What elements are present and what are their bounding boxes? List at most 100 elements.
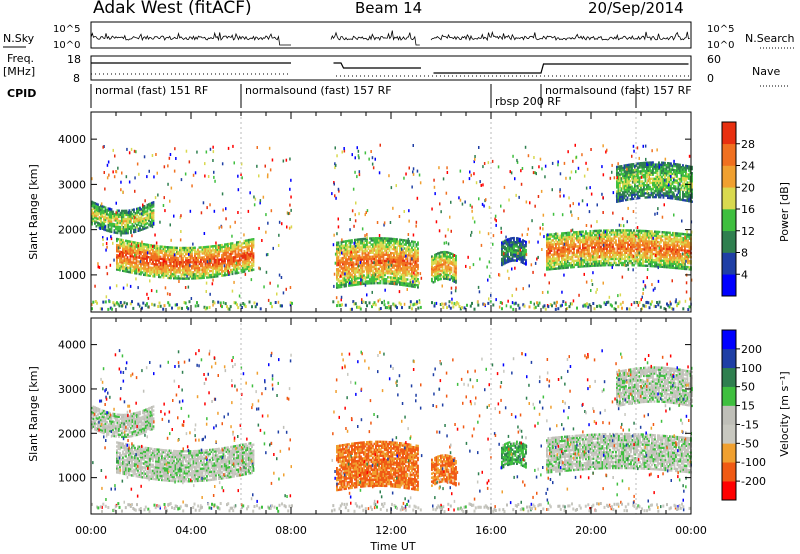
- echo-cell: [146, 207, 149, 211]
- echo-cell: [221, 272, 223, 275]
- echo-cell: [131, 227, 134, 230]
- echo-cell: [245, 268, 247, 271]
- echo-cell: [234, 243, 237, 246]
- echo-cell: [337, 286, 340, 289]
- echo-cell: [409, 256, 412, 259]
- echo-cell: [351, 282, 353, 285]
- echo-cell: [129, 248, 132, 252]
- echo-cell: [370, 247, 373, 250]
- echo-cell: [92, 213, 95, 216]
- echo-cell: [197, 266, 199, 270]
- echo-cell: [252, 242, 255, 245]
- echo-cell: [381, 277, 383, 281]
- echo-cell: [379, 281, 382, 285]
- echo-cell: [391, 237, 394, 241]
- echo-cell: [206, 270, 208, 273]
- echo-cell: [180, 261, 183, 264]
- echo-cell: [155, 269, 157, 272]
- echo-cell: [95, 212, 98, 216]
- echo-cell: [122, 226, 125, 229]
- echo-cell: [388, 241, 391, 244]
- echo-cell: [123, 261, 126, 265]
- echo-cell: [216, 262, 219, 266]
- echo-cell: [348, 251, 350, 255]
- echo-cell: [204, 268, 207, 271]
- echo-cell: [149, 222, 152, 226]
- echo-cell: [391, 264, 394, 267]
- echo-cell: [376, 259, 379, 262]
- echo-cell: [147, 274, 150, 277]
- echo-cell: [203, 246, 205, 249]
- echo-cell: [388, 239, 391, 242]
- echo-cell: [397, 273, 400, 276]
- echo-cell: [195, 250, 198, 253]
- echo-cell: [396, 262, 398, 266]
- echo-cell: [128, 250, 130, 253]
- echo-cell: [153, 246, 156, 250]
- echo-cell: [110, 230, 113, 233]
- echo-cell: [101, 205, 104, 208]
- echo-cell: [188, 269, 190, 272]
- echo-cell: [378, 249, 380, 252]
- echo-cell: [230, 250, 232, 253]
- echo-cell: [236, 245, 238, 248]
- echo-cell: [626, 196, 629, 199]
- echo-cell: [140, 266, 142, 270]
- echo-cell: [355, 271, 358, 274]
- echo-cell: [397, 262, 400, 266]
- echo-cell: [391, 280, 394, 283]
- echo-cell: [355, 283, 358, 286]
- echo-cell: [252, 254, 255, 257]
- echo-cell: [152, 266, 154, 270]
- echo-cell: [354, 279, 356, 282]
- echo-cell: [201, 274, 204, 278]
- echo-cell: [170, 246, 172, 249]
- echo-cell: [243, 264, 246, 267]
- echo-cell: [236, 255, 238, 258]
- echo-cell: [143, 273, 145, 276]
- echo-cell: [183, 261, 186, 264]
- echo-cell: [156, 269, 159, 272]
- echo-cell: [337, 271, 340, 275]
- echo-cell: [403, 255, 406, 258]
- echo-cell: [375, 251, 377, 254]
- echo-cell: [340, 249, 343, 252]
- echo-cell: [375, 245, 377, 248]
- echo-cell: [216, 275, 219, 278]
- echo-cell: [158, 265, 160, 268]
- echo-cell: [403, 269, 406, 273]
- echo-cell: [370, 265, 373, 269]
- echo-cell: [92, 201, 95, 204]
- echo-cell: [228, 246, 231, 250]
- echo-cell: [228, 265, 231, 268]
- echo-cell: [394, 242, 397, 245]
- echo-cell: [346, 280, 349, 283]
- echo-cell: [192, 248, 195, 252]
- echo-cell: [251, 242, 253, 245]
- echo-cell: [107, 221, 110, 224]
- echo-cell: [340, 271, 343, 274]
- echo-cell: [393, 266, 395, 269]
- echo-cell: [152, 250, 154, 253]
- echo-cell: [119, 219, 122, 223]
- echo-cell: [110, 210, 113, 213]
- cpid-label: CPID: [7, 87, 36, 100]
- echo-cell: [92, 205, 95, 208]
- echo-cell: [399, 267, 401, 270]
- echo-cell: [155, 263, 157, 266]
- echo-cell: [376, 237, 379, 240]
- echo-cell: [556, 232, 559, 236]
- echo-cell: [182, 265, 184, 268]
- echo-cell: [376, 255, 379, 258]
- echo-cell: [375, 249, 377, 252]
- echo-cell: [342, 263, 344, 266]
- echo-cell: [370, 259, 373, 263]
- echo-cell: [168, 246, 171, 249]
- echo-cell: [119, 238, 121, 241]
- echo-cell: [192, 275, 195, 278]
- echo-cell: [139, 229, 141, 232]
- echo-cell: [357, 254, 359, 258]
- echo-cell: [167, 248, 169, 251]
- echo-cell: [251, 250, 253, 253]
- echo-cell: [126, 256, 129, 259]
